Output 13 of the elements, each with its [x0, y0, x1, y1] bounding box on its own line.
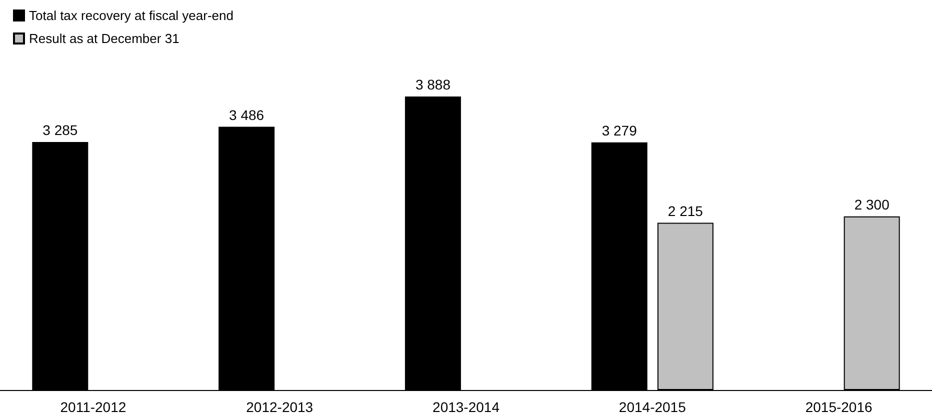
- data-label: 3 486: [229, 106, 264, 123]
- x-tick-label: 2013-2014: [432, 399, 500, 415]
- data-label: 2 300: [854, 196, 890, 212]
- data-label: 3 888: [415, 76, 451, 92]
- data-label: 3 279: [602, 122, 638, 138]
- x-tick-label: 2012-2013: [246, 399, 314, 415]
- legend-label: Result as at December 31: [29, 31, 180, 46]
- legend-label: Total tax recovery at fiscal year-end: [29, 8, 234, 23]
- x-tick-label: 2014-2015: [618, 399, 686, 415]
- data-label: 2 215: [668, 202, 704, 219]
- x-tick-label: 2011-2012: [60, 399, 126, 415]
- x-tick-label: 2015-2016: [805, 399, 872, 415]
- data-label: 3 285: [42, 122, 78, 138]
